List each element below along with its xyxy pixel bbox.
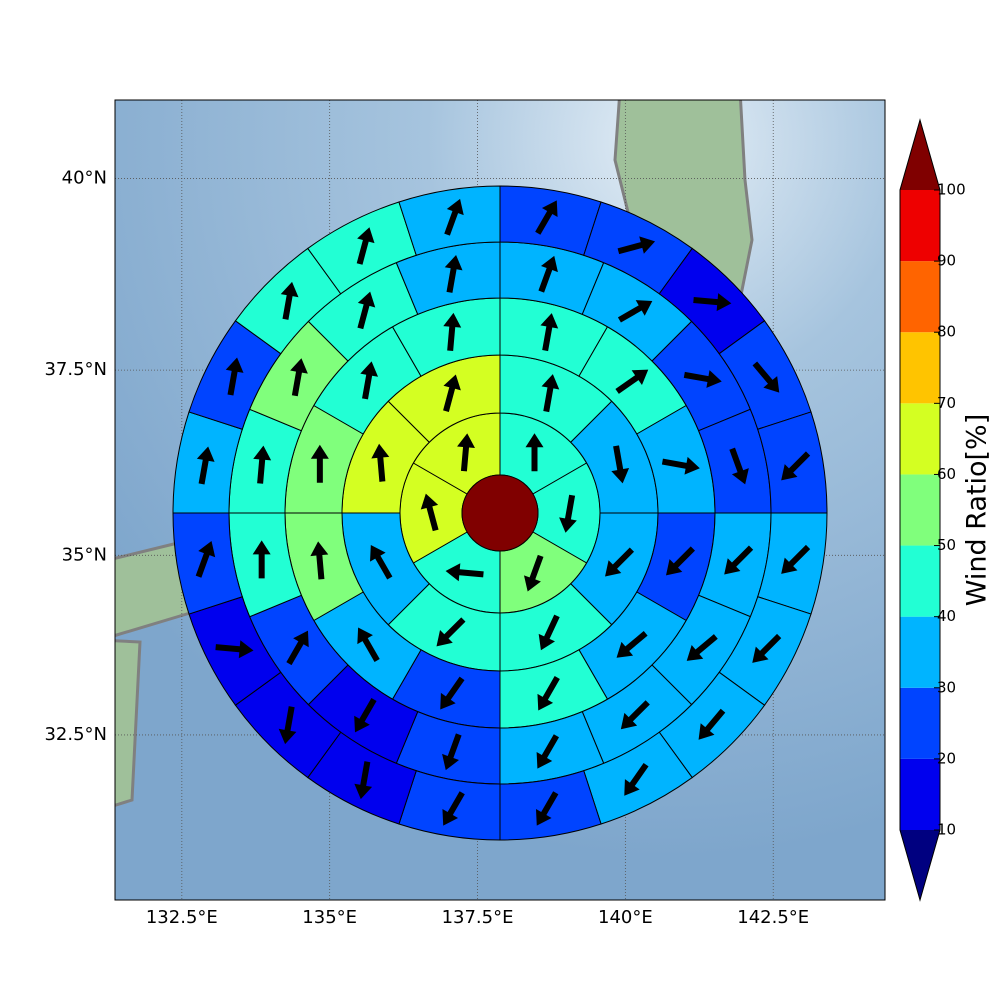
wind-arrow [724,545,754,575]
kyushu [115,639,142,807]
wind-arrow [752,361,780,393]
y-tick-label: 32.5°N [44,724,107,745]
colorbar-label: Wind Ratio[%] [962,414,993,606]
wind-arrow [624,762,649,796]
wind-arrow [442,791,465,826]
wind-arrow [286,630,309,666]
wind-arrow [729,447,749,485]
wind-arrow [444,254,463,293]
wind-arrow [693,293,732,312]
wind-arrow [617,300,653,323]
y-tick-label: 40°N [62,168,107,189]
wind-arrow [278,706,297,745]
wind-arrow [356,227,375,265]
wind-arrow [559,494,577,533]
wind-arrow [354,761,373,800]
wind-arrow [535,200,558,235]
wind-arrow [310,444,329,483]
colorbar-segment [900,616,940,688]
wind-arrow [611,445,630,484]
wind-arrow [616,631,648,658]
y-tick-label: 35°N [62,544,107,565]
wind-arrow [440,676,465,710]
colorbar-under [900,830,940,900]
wind-arrow [195,540,216,578]
colorbar-tick-label: 50 [937,536,956,554]
wind-arrow [280,281,299,320]
wind-arrow [523,554,544,592]
wind-arrow [420,493,439,532]
wind-arrow [354,697,377,733]
wind-arrow [457,433,475,472]
wind-arrow [620,700,650,730]
x-tick-label: 142.5°E [737,907,809,928]
wind-arrow [683,370,722,388]
wind-arrow [445,563,484,582]
wind-arrow [360,361,379,400]
wind-arrow [617,236,656,255]
wind-arrow [443,312,462,352]
center-cell [461,474,539,552]
wind-arrow [357,627,380,662]
x-tick-label: 137.5°E [442,907,514,928]
wind-arrow [615,369,649,394]
wind-arrow [538,255,558,293]
wind-arrow [537,676,560,711]
wind-arrow [605,547,635,577]
wind-arrow [225,357,244,396]
colorbar-segment [900,332,940,404]
colorbar-tick-label: 100 [937,181,966,199]
wind-arrow [357,291,376,330]
colorbar-over [900,120,940,190]
wind-arrow [371,443,390,482]
wind-arrow [541,374,560,413]
polar-grid [172,185,828,841]
colorbar-segment [900,403,940,475]
colorbar-tick-label: 40 [937,607,956,625]
wind-arrow [781,544,811,574]
wind-arrow [535,791,559,826]
wind-arrow [698,708,726,740]
wind-arrow [752,633,782,663]
colorbar-tick-label: 10 [937,821,956,839]
colorbar-tick-label: 80 [937,323,956,341]
wind-arrow [436,617,466,647]
colorbar-tick-label: 70 [937,394,956,412]
wind-arrow [781,451,811,481]
colorbar-segment [900,687,940,759]
colorbar-segment [900,190,940,262]
wind-arrow [686,634,718,661]
wind-arrow [252,540,271,579]
colorbar-segment [900,261,940,333]
colorbar-segment [900,474,940,546]
wind-arrow [196,446,215,485]
wind-arrow [290,358,308,397]
wind-arrow [310,541,329,580]
wind-arrow [370,545,393,580]
wind-arrow [538,614,560,651]
y-tick-label: 37.5°N [44,359,107,380]
wind-arrow [536,734,560,769]
colorbar-segment [900,758,940,830]
wind-arrow [444,198,464,236]
frame [114,99,886,901]
wind-arrow [442,733,462,771]
colorbar-tick-label: 60 [937,465,956,483]
x-tick-label: 132.5°E [146,907,218,928]
wind-arrow [666,546,695,576]
x-tick-label: 135°E [302,907,357,928]
wind-arrow [443,374,461,412]
colorbar-tick-label: 30 [937,678,956,696]
wind-arrow [525,433,544,472]
wind-arrow [540,313,559,352]
wind-arrow [253,445,272,484]
colorbar-tick-label: 20 [937,749,956,767]
x-tick-label: 140°E [598,907,653,928]
colorbar-segment [900,545,940,617]
colorbar-tick-label: 90 [937,252,956,270]
wind-arrow [215,640,254,659]
wind-arrow [661,456,700,475]
